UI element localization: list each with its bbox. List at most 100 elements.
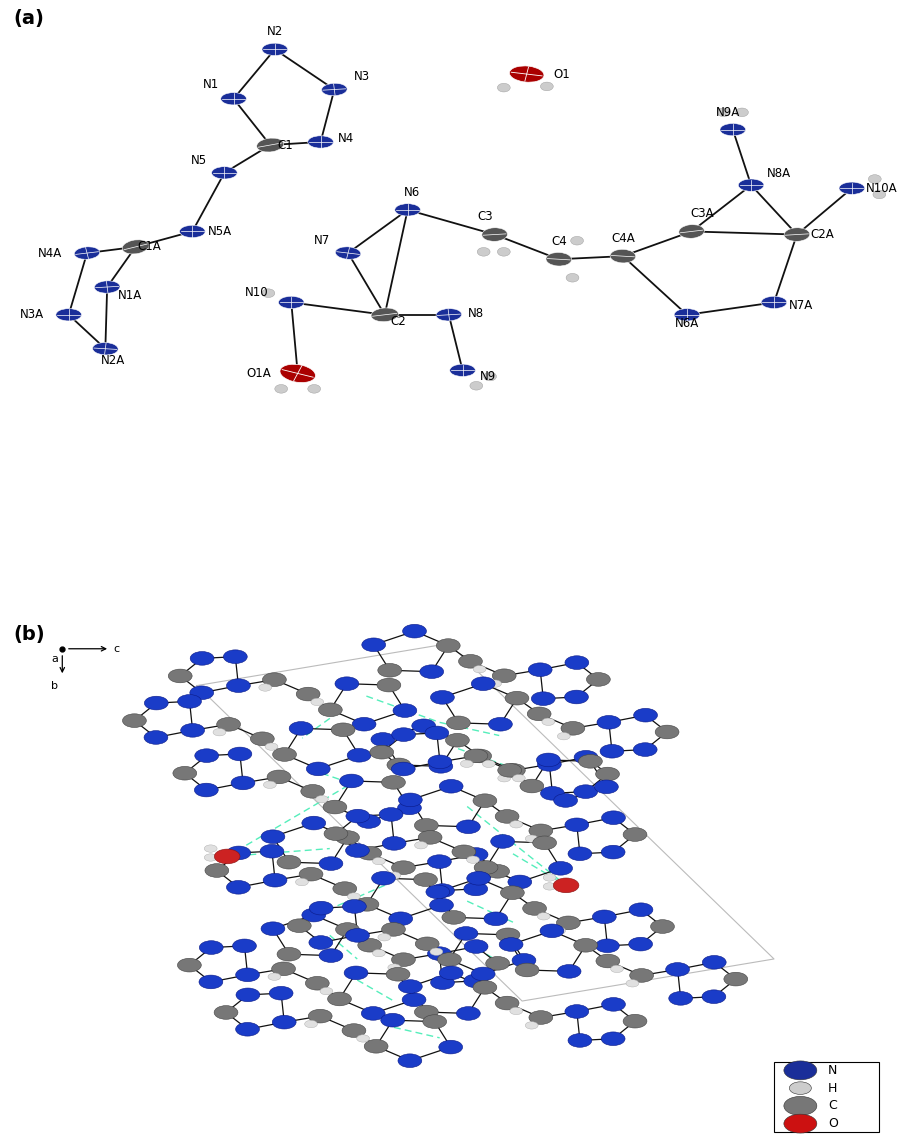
Circle shape: [296, 687, 320, 701]
Circle shape: [414, 873, 438, 887]
Circle shape: [345, 844, 369, 857]
Circle shape: [595, 767, 619, 781]
Text: N5A: N5A: [208, 225, 232, 238]
Circle shape: [507, 876, 531, 889]
Ellipse shape: [610, 249, 636, 263]
Circle shape: [529, 824, 552, 838]
Circle shape: [452, 845, 475, 858]
Circle shape: [372, 871, 396, 885]
Circle shape: [538, 758, 562, 772]
Ellipse shape: [738, 179, 764, 191]
Circle shape: [382, 837, 406, 850]
Circle shape: [528, 708, 551, 721]
Ellipse shape: [679, 225, 704, 238]
Circle shape: [217, 718, 241, 732]
Circle shape: [573, 785, 597, 799]
Circle shape: [488, 718, 512, 732]
Circle shape: [398, 793, 422, 807]
Circle shape: [531, 692, 555, 705]
Circle shape: [666, 962, 690, 976]
Circle shape: [439, 1040, 463, 1054]
Circle shape: [597, 716, 621, 729]
Text: C4A: C4A: [611, 232, 635, 245]
Circle shape: [510, 1007, 523, 1015]
Circle shape: [556, 916, 580, 929]
Circle shape: [430, 948, 442, 956]
Circle shape: [340, 774, 364, 788]
Text: O1A: O1A: [246, 367, 272, 379]
Circle shape: [358, 938, 382, 952]
Text: N2A: N2A: [101, 354, 125, 367]
Circle shape: [381, 1014, 405, 1028]
Circle shape: [377, 663, 401, 677]
Ellipse shape: [221, 93, 246, 105]
Circle shape: [461, 760, 474, 767]
Circle shape: [485, 957, 509, 970]
Circle shape: [391, 861, 415, 874]
Text: N10: N10: [245, 287, 268, 299]
Circle shape: [633, 743, 657, 757]
Circle shape: [499, 937, 523, 951]
Circle shape: [324, 826, 348, 840]
Circle shape: [466, 856, 479, 863]
Circle shape: [205, 864, 229, 878]
Circle shape: [370, 745, 394, 759]
Circle shape: [470, 382, 483, 390]
Circle shape: [655, 725, 679, 738]
Text: N: N: [828, 1064, 837, 1077]
Circle shape: [430, 898, 453, 912]
Circle shape: [233, 940, 256, 953]
Circle shape: [586, 672, 610, 686]
Ellipse shape: [450, 365, 475, 376]
Circle shape: [382, 922, 406, 936]
Circle shape: [496, 997, 519, 1010]
Circle shape: [497, 248, 510, 256]
Circle shape: [442, 911, 465, 925]
Text: N9A: N9A: [716, 105, 740, 119]
Circle shape: [601, 846, 625, 858]
Circle shape: [414, 818, 438, 832]
Circle shape: [228, 748, 252, 761]
Text: b: b: [51, 681, 59, 692]
Circle shape: [552, 927, 565, 935]
Circle shape: [496, 809, 519, 823]
Circle shape: [784, 1114, 817, 1133]
Text: N2: N2: [267, 25, 283, 38]
Circle shape: [438, 953, 462, 966]
Circle shape: [505, 692, 529, 705]
Circle shape: [275, 384, 288, 393]
Circle shape: [415, 937, 439, 951]
Circle shape: [669, 991, 692, 1005]
Text: N8A: N8A: [767, 167, 791, 181]
Circle shape: [538, 912, 551, 920]
Circle shape: [145, 696, 169, 710]
Ellipse shape: [122, 240, 149, 254]
Ellipse shape: [56, 309, 82, 321]
Circle shape: [553, 878, 579, 893]
Circle shape: [464, 749, 488, 762]
Text: N3A: N3A: [20, 309, 44, 321]
Circle shape: [226, 880, 250, 894]
Circle shape: [333, 881, 356, 895]
Ellipse shape: [94, 281, 120, 294]
Circle shape: [403, 624, 427, 638]
Circle shape: [549, 862, 572, 876]
Circle shape: [423, 1015, 447, 1029]
Circle shape: [428, 946, 452, 960]
Circle shape: [736, 109, 748, 117]
Circle shape: [263, 873, 287, 887]
Circle shape: [623, 1014, 647, 1028]
Circle shape: [629, 968, 653, 982]
Circle shape: [264, 781, 277, 789]
Circle shape: [398, 1054, 421, 1068]
Circle shape: [543, 882, 556, 890]
Circle shape: [501, 764, 525, 777]
Ellipse shape: [308, 136, 333, 149]
Circle shape: [319, 703, 343, 717]
Circle shape: [309, 1009, 333, 1023]
Circle shape: [568, 847, 592, 861]
Circle shape: [525, 1022, 538, 1029]
Circle shape: [344, 966, 368, 980]
Text: N1: N1: [202, 79, 219, 91]
Ellipse shape: [395, 203, 420, 216]
